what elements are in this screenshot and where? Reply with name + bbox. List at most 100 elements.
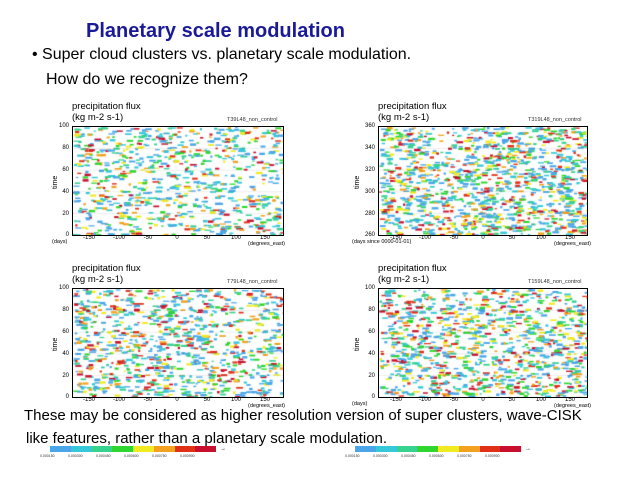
panel-title-line2: (kg m-2 s-1) bbox=[378, 274, 430, 285]
x-tick: -50 bbox=[143, 235, 153, 241]
precip-hovmoller bbox=[73, 289, 283, 397]
bullet-text: • Super cloud clusters vs. planetary sca… bbox=[32, 46, 411, 64]
colorbar-tick: 0.000150 bbox=[40, 454, 55, 458]
y-tick: 40 bbox=[62, 351, 69, 357]
colorbar-swatch bbox=[375, 446, 397, 452]
y-tick: 80 bbox=[368, 307, 375, 313]
y-tick: 340 bbox=[364, 145, 375, 151]
x-tick: -100 bbox=[418, 235, 431, 241]
colorbar-swatch bbox=[91, 446, 113, 452]
colorbar-swatch bbox=[438, 446, 459, 452]
y-tick: 0 bbox=[65, 232, 69, 238]
x-tick: 50 bbox=[508, 235, 516, 241]
y-tick: 100 bbox=[58, 285, 69, 291]
x-tick: -150 bbox=[82, 235, 95, 241]
y-tick: 360 bbox=[364, 123, 375, 129]
panel-t319: precipitation flux (kg m-2 s-1) T319L48_… bbox=[352, 101, 602, 251]
x-unit-label: (degrees_east) bbox=[248, 241, 285, 247]
y-tick: 20 bbox=[62, 373, 69, 379]
slide-title: Planetary scale modulation bbox=[86, 20, 345, 42]
colorbar-tick: 0.000450 bbox=[401, 454, 416, 458]
colorbar-tick: 0.000750 bbox=[152, 454, 167, 458]
panel-t79: precipitation flux (kg m-2 s-1) T79L48_n… bbox=[52, 263, 302, 413]
x-tick: 100 bbox=[230, 235, 241, 241]
colorbar-swatch bbox=[112, 446, 134, 452]
x-tick: 0 bbox=[481, 397, 485, 403]
colorbar-swatch bbox=[153, 446, 175, 452]
precip-hovmoller bbox=[73, 127, 283, 235]
y-tick: 320 bbox=[364, 167, 375, 173]
x-tick: -150 bbox=[82, 397, 95, 403]
x-tick: -50 bbox=[449, 235, 459, 241]
y-tick: 260 bbox=[364, 232, 375, 238]
y-tick: 100 bbox=[364, 285, 375, 291]
colorbar-swatch bbox=[417, 446, 439, 452]
x-unit-label: (degrees_east) bbox=[554, 241, 591, 247]
case-label: T159L48_non_control bbox=[528, 279, 582, 285]
y-tick: 0 bbox=[65, 394, 69, 400]
panel-title: precipitation flux (kg m-2 s-1) bbox=[72, 263, 141, 285]
panel-t159: precipitation flux (kg m-2 s-1) T159L48_… bbox=[352, 263, 602, 413]
x-tick: -100 bbox=[112, 397, 125, 403]
y-axis-label: time bbox=[354, 175, 361, 189]
question-text: How do we recognize them? bbox=[46, 71, 248, 88]
colorbar-tick: 0.000600 bbox=[429, 454, 444, 458]
x-tick: 100 bbox=[535, 235, 546, 241]
y-tick: 60 bbox=[62, 167, 69, 173]
y-tick: 100 bbox=[58, 123, 69, 129]
bullet-marker: • bbox=[32, 46, 43, 63]
conclusion-line-1: These may be considered as higher resolu… bbox=[24, 407, 582, 424]
x-tick: 150 bbox=[259, 235, 270, 241]
precip-hovmoller bbox=[379, 127, 587, 235]
colorbar-right: → bbox=[355, 446, 531, 452]
x-tick: 150 bbox=[564, 397, 575, 403]
colorbar-swatch bbox=[50, 446, 71, 452]
panel-title-line1: precipitation flux bbox=[72, 263, 141, 274]
y-tick: 40 bbox=[62, 189, 69, 195]
panel-title-line1: precipitation flux bbox=[72, 101, 141, 112]
colorbar-tick: 0.000750 bbox=[457, 454, 472, 458]
panel-title-line2: (kg m-2 s-1) bbox=[72, 274, 124, 285]
precip-plot bbox=[72, 126, 284, 236]
panel-title-line1: precipitation flux bbox=[378, 263, 447, 274]
panel-title-line2: (kg m-2 s-1) bbox=[72, 112, 124, 123]
colorbar-tick: 0.000900 bbox=[180, 454, 195, 458]
colorbar-left: → bbox=[50, 446, 226, 452]
panel-title-line1: precipitation flux bbox=[378, 101, 447, 112]
panel-title: precipitation flux (kg m-2 s-1) bbox=[378, 263, 447, 285]
bullet-content: Super cloud clusters vs. planetary scale… bbox=[42, 46, 412, 63]
colorbar-swatch bbox=[458, 446, 480, 452]
x-tick: -50 bbox=[449, 397, 459, 403]
panel-title-line2: (kg m-2 s-1) bbox=[378, 112, 430, 123]
y-unit-label: (days) bbox=[352, 401, 368, 407]
precip-plot bbox=[72, 288, 284, 398]
colorbar-swatch bbox=[174, 446, 196, 452]
case-label: T319L48_non_control bbox=[528, 117, 582, 123]
colorbar-swatch bbox=[70, 446, 92, 452]
x-tick: -100 bbox=[418, 397, 431, 403]
x-unit-label: (degrees_east) bbox=[248, 403, 285, 409]
y-axis-label: time bbox=[52, 337, 59, 351]
x-tick: 100 bbox=[535, 397, 546, 403]
panel-t39: precipitation flux (kg m-2 s-1) T39L48_n… bbox=[52, 101, 302, 251]
y-tick: 300 bbox=[364, 189, 375, 195]
y-unit-label: (days) bbox=[52, 239, 68, 245]
y-tick: 40 bbox=[368, 351, 375, 357]
colorbar-swatch bbox=[355, 446, 376, 452]
panel-title: precipitation flux (kg m-2 s-1) bbox=[72, 101, 141, 123]
y-tick: 20 bbox=[62, 211, 69, 217]
x-tick: 0 bbox=[175, 235, 179, 241]
colorbar-swatch bbox=[500, 446, 522, 452]
colorbar-tick: 0.000150 bbox=[345, 454, 360, 458]
colorbar-tick: 0.000450 bbox=[96, 454, 111, 458]
conclusion-line-2: like features, rather than a planetary s… bbox=[26, 430, 388, 447]
x-tick: 0 bbox=[175, 397, 179, 403]
case-label: T39L48_non_control bbox=[227, 117, 278, 123]
x-tick: -150 bbox=[389, 235, 402, 241]
y-tick: 60 bbox=[368, 329, 375, 335]
y-tick: 0 bbox=[371, 394, 375, 400]
x-tick: 150 bbox=[564, 235, 575, 241]
x-tick: -100 bbox=[112, 235, 125, 241]
colorbar-swatch bbox=[479, 446, 501, 452]
colorbar-swatch bbox=[133, 446, 154, 452]
